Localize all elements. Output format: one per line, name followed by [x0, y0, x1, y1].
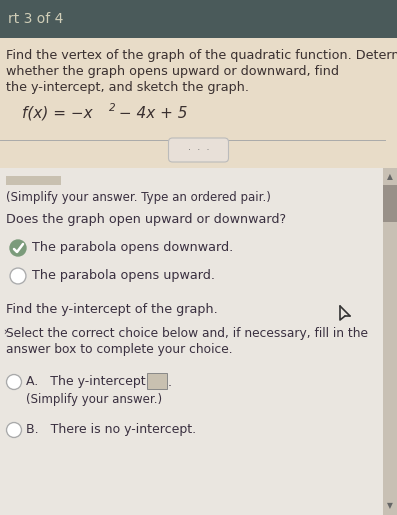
Circle shape	[10, 268, 26, 284]
FancyBboxPatch shape	[6, 176, 61, 185]
Circle shape	[6, 374, 21, 389]
FancyBboxPatch shape	[383, 185, 397, 222]
Text: ▼: ▼	[387, 502, 393, 510]
Text: A.   The y-intercept is: A. The y-intercept is	[26, 375, 160, 388]
Text: Find the y-intercept of the graph.: Find the y-intercept of the graph.	[6, 303, 218, 317]
Text: ·  ·  ·: · · ·	[188, 145, 209, 155]
Circle shape	[10, 240, 26, 256]
Text: f(x) = −x: f(x) = −x	[22, 106, 93, 121]
Circle shape	[6, 422, 21, 438]
Text: The parabola opens upward.: The parabola opens upward.	[32, 269, 215, 283]
Text: B.   There is no y-intercept.: B. There is no y-intercept.	[26, 423, 196, 437]
Text: ▲: ▲	[387, 173, 393, 181]
FancyBboxPatch shape	[168, 138, 229, 162]
Text: whether the graph opens upward or downward, find: whether the graph opens upward or downwa…	[6, 65, 339, 78]
Text: ›: ›	[3, 327, 7, 337]
FancyBboxPatch shape	[0, 168, 383, 515]
Text: 2: 2	[109, 103, 116, 113]
FancyBboxPatch shape	[0, 0, 397, 38]
Text: Select the correct choice below and, if necessary, fill in the: Select the correct choice below and, if …	[6, 328, 368, 340]
Text: the y-intercept, and sketch the graph.: the y-intercept, and sketch the graph.	[6, 81, 249, 94]
Text: (Simplify your answer. Type an ordered pair.): (Simplify your answer. Type an ordered p…	[6, 192, 271, 204]
FancyBboxPatch shape	[147, 373, 167, 389]
Text: Find the vertex of the graph of the quadratic function. Determine: Find the vertex of the graph of the quad…	[6, 49, 397, 62]
FancyBboxPatch shape	[383, 168, 397, 186]
Text: rt 3 of 4: rt 3 of 4	[8, 12, 64, 26]
FancyBboxPatch shape	[0, 38, 397, 168]
Text: − 4x + 5: − 4x + 5	[114, 106, 187, 121]
Text: The parabola opens downward.: The parabola opens downward.	[32, 242, 233, 254]
Text: .: .	[168, 375, 172, 388]
FancyBboxPatch shape	[383, 168, 397, 515]
Text: (Simplify your answer.): (Simplify your answer.)	[26, 392, 162, 405]
Text: answer box to complete your choice.: answer box to complete your choice.	[6, 344, 233, 356]
Text: Does the graph open upward or downward?: Does the graph open upward or downward?	[6, 214, 286, 227]
